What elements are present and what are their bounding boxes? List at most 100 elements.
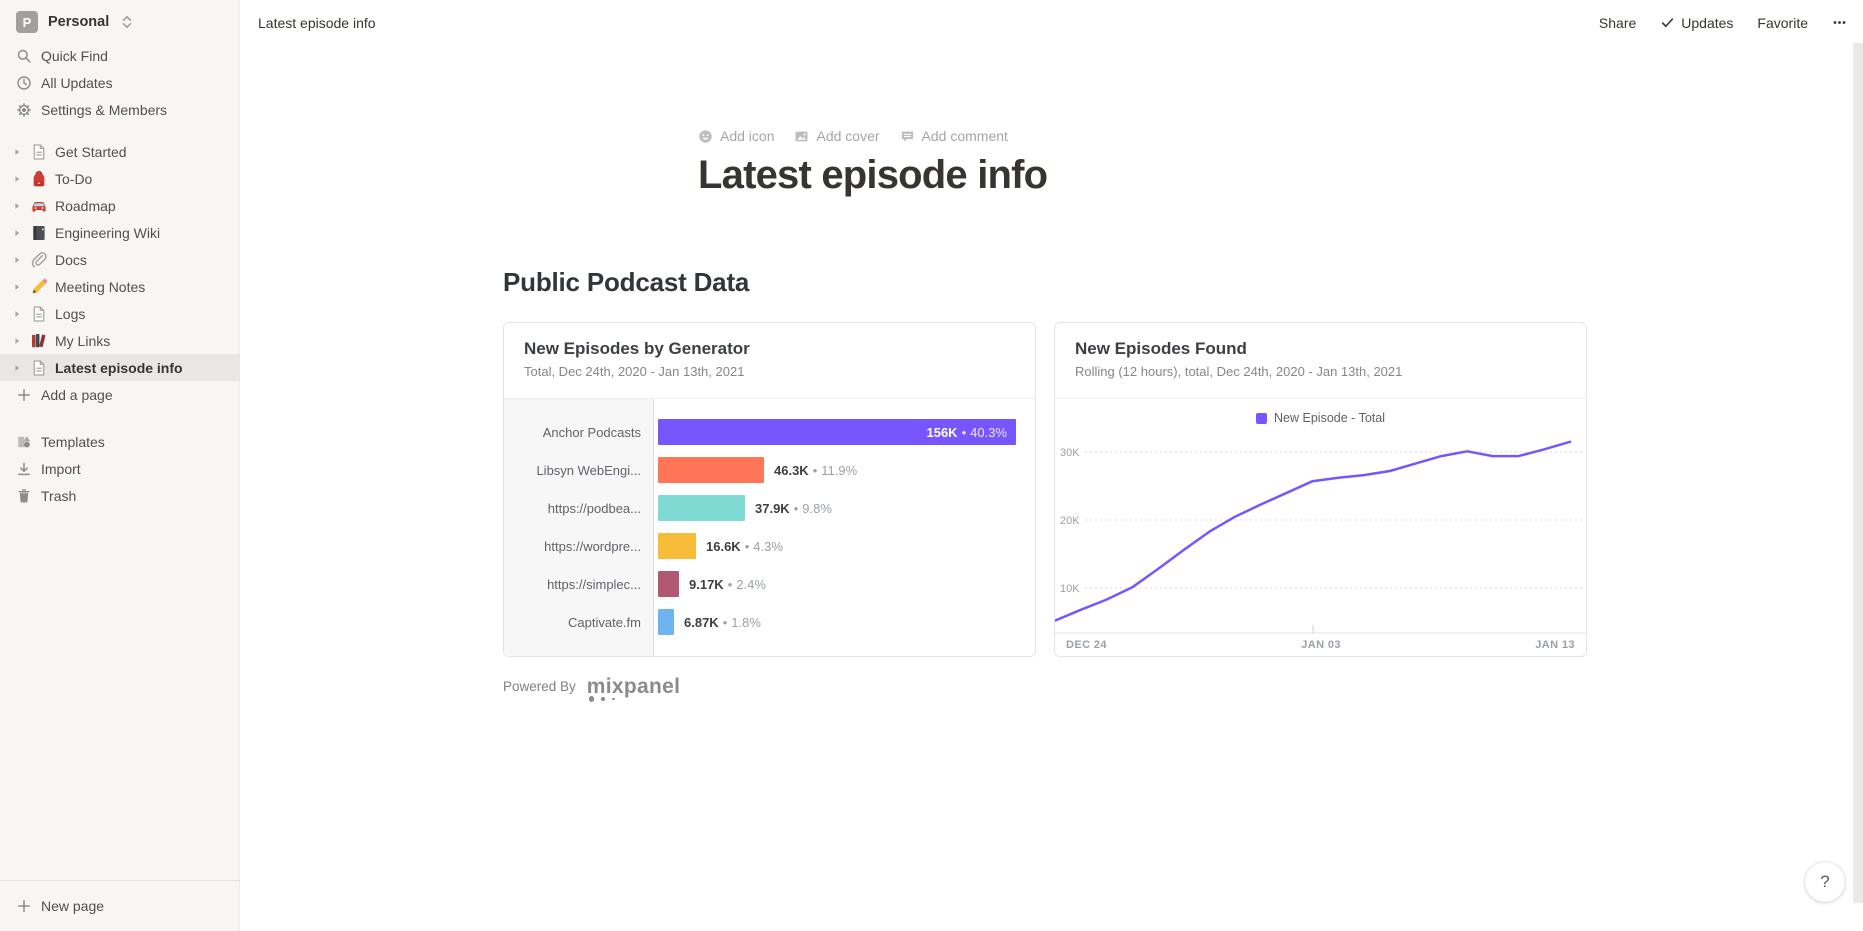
bar[interactable] — [658, 457, 764, 483]
books-icon — [30, 332, 48, 350]
workspace-name: Personal — [48, 14, 110, 30]
add-a-page-button[interactable]: Add a page — [0, 381, 240, 408]
sidebar-item-to-do[interactable]: To-Do — [0, 165, 240, 192]
add-cover-button[interactable]: Add cover — [794, 128, 880, 144]
mixpanel-logo-dots — [588, 696, 615, 702]
help-button[interactable]: ? — [1805, 862, 1845, 902]
action-label: Favorite — [1757, 14, 1808, 31]
plus-icon — [16, 387, 32, 403]
bar-chart-header: New Episodes by Generator Total, Dec 24t… — [504, 323, 1035, 399]
sidebar-item-meeting-notes[interactable]: Meeting Notes — [0, 273, 240, 300]
toggle-icon — [12, 201, 22, 211]
sidebar-item-templates[interactable]: Templates — [0, 428, 240, 455]
add-icon-button[interactable]: Add icon — [698, 128, 774, 144]
sidebar-top-menu: Quick Find All Updates Settings & Members — [0, 42, 240, 123]
sidebar-item-latest-episode-info[interactable]: Latest episode info — [0, 354, 240, 381]
sidebar-item-roadmap[interactable]: Roadmap — [0, 192, 240, 219]
sidebar-item-label: Quick Find — [41, 47, 108, 64]
mixpanel-logo[interactable]: mixpanel — [586, 675, 681, 702]
sidebar-item-label: Logs — [55, 305, 86, 322]
bar-value-label: 9.17K — [689, 576, 724, 592]
scrollbar[interactable] — [1853, 43, 1863, 903]
share-button[interactable]: Share — [1599, 15, 1636, 31]
plus-icon — [16, 898, 32, 914]
sidebar-item-label: Settings & Members — [41, 101, 168, 118]
bar-chart-card: New Episodes by Generator Total, Dec 24t… — [503, 322, 1036, 657]
sidebar-item-my-links[interactable]: My Links — [0, 327, 240, 354]
page-decoration-row: Add icon Add cover Add comment — [698, 128, 1008, 144]
sidebar-item-label: Engineering Wiki — [55, 224, 161, 241]
bar[interactable]: 156K • 40.3% — [658, 419, 1016, 445]
sidebar-bottom-menu: Templates Import Trash — [0, 428, 240, 509]
sidebar-item-label: All Updates — [41, 74, 113, 91]
more-button[interactable] — [1832, 15, 1847, 30]
bar-value-label: 6.87K — [684, 614, 719, 630]
import-icon — [16, 461, 32, 477]
bar-category-label: https://wordpre... — [544, 538, 641, 554]
breadcrumb[interactable]: Latest episode info — [258, 14, 376, 31]
legend-swatch — [1256, 412, 1268, 424]
bar-category-label: https://podbea... — [547, 500, 641, 516]
sidebar-item-trash[interactable]: Trash — [0, 482, 240, 509]
workspace-switcher[interactable]: P Personal — [0, 0, 240, 42]
search-icon — [16, 48, 32, 64]
action-label: Updates — [1681, 14, 1734, 31]
smiley-icon — [698, 129, 713, 144]
sidebar-item-quick-find[interactable]: Quick Find — [0, 42, 240, 69]
toggle-icon — [12, 309, 22, 319]
check-icon — [1660, 15, 1675, 30]
x-tick-label: JAN 03 — [1301, 639, 1341, 651]
legend-label: New Episode - Total — [1274, 411, 1385, 425]
sidebar-item-settings-members[interactable]: Settings & Members — [0, 96, 240, 123]
bar[interactable] — [658, 533, 696, 559]
sidebar-item-engineering-wiki[interactable]: Engineering Wiki — [0, 219, 240, 246]
bar-chart-subtitle: Total, Dec 24th, 2020 - Jan 13th, 2021 — [524, 364, 745, 379]
sidebar-item-get-started[interactable]: Get Started — [0, 138, 240, 165]
sidebar-item-label: Trash — [41, 487, 77, 504]
bar-value-label: 37.9K — [755, 500, 790, 516]
ellipsis-icon — [1832, 15, 1847, 30]
toggle-icon — [12, 336, 22, 346]
bar-category-label: Captivate.fm — [568, 614, 641, 630]
pencil-icon — [30, 278, 48, 296]
sidebar-item-label: My Links — [55, 332, 111, 349]
updates-button[interactable]: Updates — [1660, 15, 1733, 31]
mixpanel-wordmark-text: mixpanel — [586, 675, 681, 698]
bar-category-label: Anchor Podcasts — [542, 424, 641, 440]
line-chart-title: New Episodes Found — [1075, 339, 1247, 358]
sidebar-item-import[interactable]: Import — [0, 455, 240, 482]
page-icon — [30, 305, 48, 323]
embed-heading: Public Podcast Data — [503, 267, 750, 297]
bar[interactable] — [658, 609, 674, 635]
bar-row: https://wordpre... 16.6K • 4.3% — [504, 527, 1035, 565]
bar-percent-label: 40.3% — [970, 424, 1007, 440]
bar-label-column — [504, 399, 654, 656]
bar-percent-label: 4.3% — [753, 538, 783, 554]
car-icon — [30, 197, 48, 215]
bar[interactable] — [658, 495, 745, 521]
comment-icon — [900, 129, 915, 144]
page-title[interactable]: Latest episode info — [698, 153, 1048, 197]
sidebar: P Personal Quick Find All Updates Settings… — [0, 0, 240, 931]
sidebar-item-logs[interactable]: Logs — [0, 300, 240, 327]
templates-icon — [16, 434, 32, 450]
powered-by: Powered By mixpanel — [503, 675, 1593, 702]
x-tick-label: DEC 24 — [1066, 639, 1107, 651]
new-page-button[interactable]: New page — [0, 892, 240, 919]
add-button-label: Add comment — [921, 128, 1008, 144]
toggle-icon — [12, 255, 22, 265]
favorite-button[interactable]: Favorite — [1757, 15, 1808, 31]
bar[interactable] — [658, 571, 679, 597]
line-chart-card: New Episodes Found Rolling (12 hours), t… — [1054, 322, 1587, 657]
bar-row: Libsyn WebEngi... 46.3K • 11.9% — [504, 451, 1035, 489]
backpack-icon — [30, 170, 48, 188]
toggle-icon — [12, 363, 22, 373]
add-button-label: Add icon — [720, 128, 775, 144]
bar-value-label: 46.3K — [774, 462, 809, 478]
bar-chart-title: New Episodes by Generator — [524, 339, 750, 358]
sidebar-item-all-updates[interactable]: All Updates — [0, 69, 240, 96]
add-comment-button[interactable]: Add comment — [900, 128, 1008, 144]
sidebar-page-list: Get Started To-Do Roadmap Engineering Wiki D… — [0, 138, 240, 408]
sidebar-item-docs[interactable]: Docs — [0, 246, 240, 273]
clock-icon — [16, 75, 32, 91]
